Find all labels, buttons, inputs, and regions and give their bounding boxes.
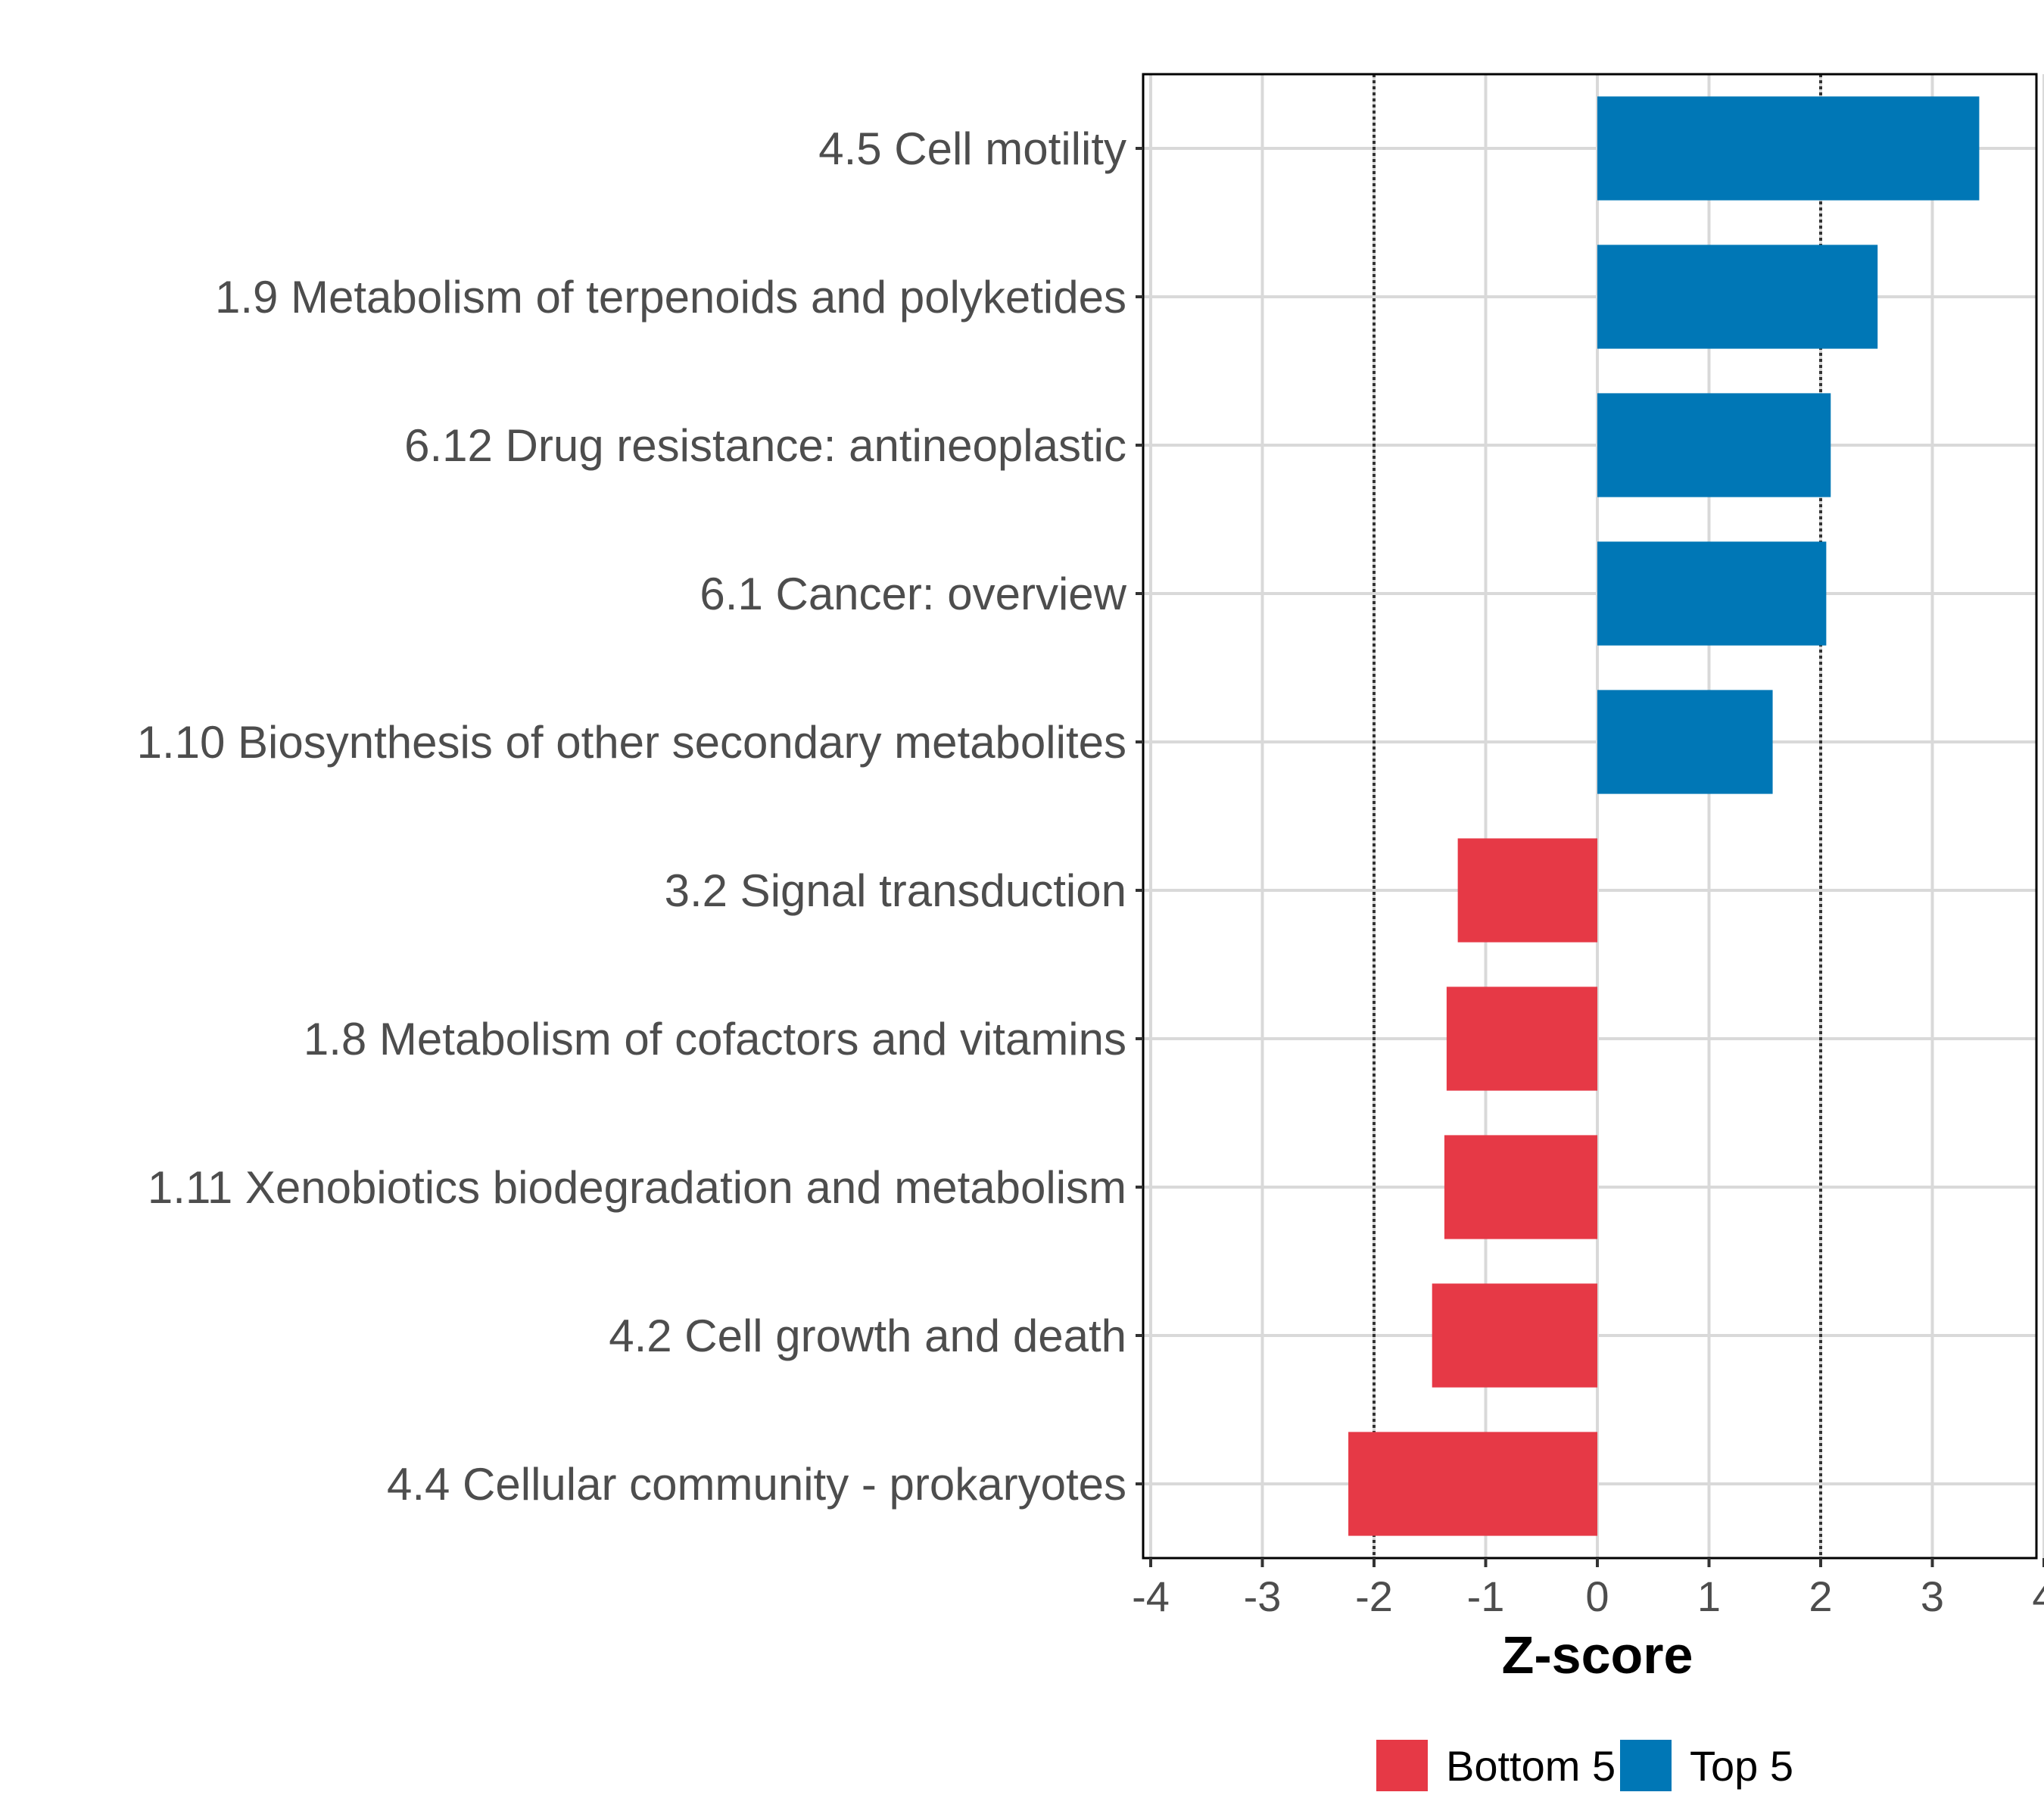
bar	[1348, 1432, 1597, 1536]
category-label: 6.1 Cancer: overview	[700, 569, 1126, 619]
category-label: 4.2 Cell growth and death	[609, 1311, 1126, 1361]
x-tick-label: 0	[1585, 1572, 1609, 1620]
category-label: 1.9 Metabolism of terpenoids and polyket…	[215, 272, 1126, 323]
category-label: 3.2 Signal transduction	[665, 865, 1126, 916]
x-tick-label: 1	[1697, 1572, 1721, 1620]
category-label: 1.11 Xenobiotics biodegradation and meta…	[148, 1162, 1126, 1213]
bar	[1597, 96, 1980, 201]
category-label: 6.12 Drug resistance: antineoplastic	[404, 420, 1126, 471]
category-label: 1.10 Biosynthesis of other secondary met…	[137, 717, 1126, 768]
bar	[1597, 690, 1773, 794]
x-tick-label: 4	[2032, 1572, 2044, 1620]
x-axis-title: Z-score	[1502, 1625, 1693, 1685]
legend-swatch	[1376, 1740, 1428, 1791]
bar	[1444, 1135, 1597, 1239]
x-tick-label: 3	[1921, 1572, 1944, 1620]
y-axis: 4.5 Cell motility 1.9 Metabolism of terpe…	[137, 123, 1143, 1510]
bar	[1597, 393, 1831, 497]
category-label: 4.4 Cellular community - prokaryotes	[387, 1459, 1126, 1510]
x-axis: -4 -3 -2 -1 0 1 2 3 4	[1132, 1558, 2044, 1620]
plot-panel-border	[1142, 73, 2038, 1560]
x-tick-label: -1	[1467, 1572, 1505, 1620]
legend-label: Bottom 5	[1446, 1742, 1616, 1790]
x-tick-label: -2	[1355, 1572, 1393, 1620]
legend-label: Top 5	[1690, 1742, 1793, 1790]
bars	[1348, 96, 1980, 1536]
legend-swatch	[1620, 1740, 1672, 1791]
x-tick-label: -4	[1132, 1572, 1170, 1620]
category-label: 4.5 Cell motility	[818, 123, 1126, 174]
bar	[1597, 245, 1878, 349]
bar	[1432, 1283, 1597, 1388]
bar	[1457, 838, 1597, 943]
reference-lines	[1373, 74, 1822, 1558]
bar	[1597, 541, 1827, 646]
legend: Bottom 5 Top 5	[1376, 1740, 1793, 1791]
x-tick-label: 2	[1809, 1572, 1832, 1620]
bar	[1446, 986, 1597, 1091]
category-label: 1.8 Metabolism of cofactors and vitamins	[304, 1014, 1126, 1064]
x-tick-label: -3	[1244, 1572, 1282, 1620]
